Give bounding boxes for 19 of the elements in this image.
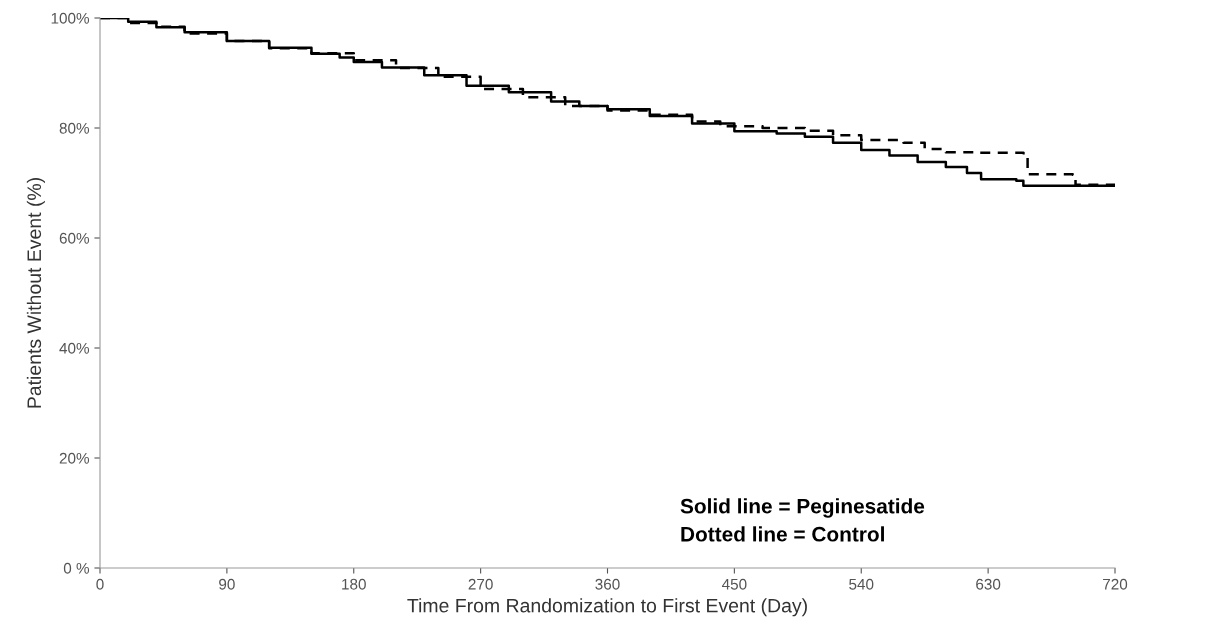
y-tick-label: 40% <box>59 342 90 354</box>
x-tick-label: 450 <box>721 578 747 590</box>
annotation: Solid line = Peginesatide <box>680 498 925 518</box>
y-axis-title: Patients Without Event (%) <box>26 178 45 408</box>
y-tick-label: 20% <box>59 452 90 464</box>
x-tick-label: 270 <box>468 578 493 590</box>
y-tick-label: 0 % <box>63 562 90 574</box>
y-tick-label: 100% <box>51 12 90 24</box>
x-axis-title: Time From Randomization to First Event (Day) <box>407 598 807 617</box>
y-tick-label: 60% <box>59 232 90 244</box>
x-tick-label: 0 <box>96 578 104 590</box>
x-tick-label: 180 <box>342 578 366 590</box>
y-tick-label: 80% <box>59 122 90 134</box>
x-tick-label: 360 <box>595 578 620 590</box>
x-tick-label: 630 <box>976 578 1001 590</box>
x-tick-label: 720 <box>1103 578 1128 590</box>
x-tick-label: 540 <box>849 578 874 590</box>
x-tick-label: 90 <box>219 578 235 590</box>
annotation: Dotted line = Control <box>681 526 884 542</box>
